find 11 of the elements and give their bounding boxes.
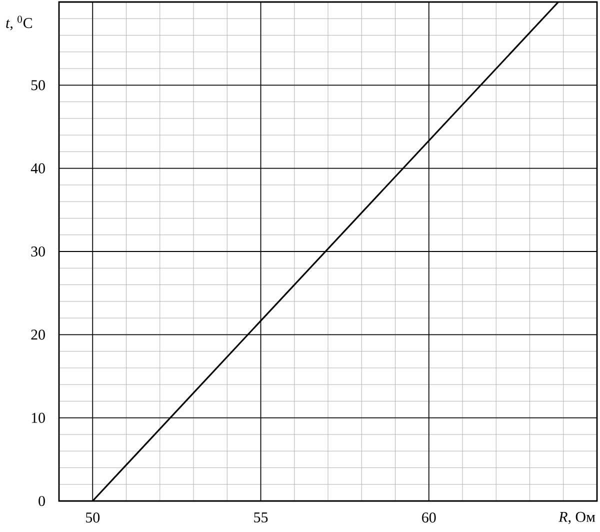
y-tick-label: 40 bbox=[30, 163, 45, 174]
x-tick-label: 55 bbox=[254, 512, 268, 522]
x-tick-label: 50 bbox=[86, 512, 100, 523]
y-tick-label: 20 bbox=[31, 330, 45, 340]
x-tick-label: 60 bbox=[422, 512, 436, 523]
y-tick-label: 30 bbox=[31, 246, 45, 257]
y-tick-label: 10 bbox=[32, 412, 45, 423]
y-tick-label: 50 bbox=[31, 80, 45, 90]
y-axis-title: t, $^{0}$C bbox=[6, 16, 32, 30]
y-tick-label: 0 bbox=[38, 496, 45, 506]
x-axis-title: R, Ом bbox=[558, 512, 596, 524]
